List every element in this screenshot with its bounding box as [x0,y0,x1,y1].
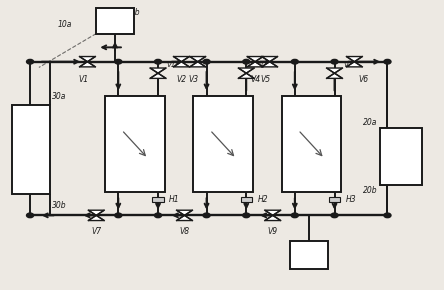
Bar [105,96,165,192]
Text: V12: V12 [343,61,357,68]
Polygon shape [247,57,263,62]
Text: 200: 200 [211,138,235,151]
Bar [152,197,164,202]
Circle shape [27,59,34,64]
Text: V1: V1 [78,75,88,84]
Text: V9: V9 [268,227,278,236]
Text: V8: V8 [179,227,190,236]
Polygon shape [79,57,95,62]
Polygon shape [346,62,362,67]
Polygon shape [190,62,206,67]
Text: V3: V3 [188,75,198,84]
Text: V6: V6 [359,75,369,84]
Text: 300: 300 [299,138,323,151]
Circle shape [291,59,298,64]
Polygon shape [150,68,166,73]
Bar [96,8,134,34]
Text: 20a: 20a [363,117,378,126]
Circle shape [331,59,338,64]
Circle shape [27,213,34,218]
Polygon shape [238,73,254,78]
Polygon shape [238,68,254,73]
Circle shape [203,213,210,218]
Bar [12,105,50,194]
Polygon shape [79,62,95,67]
Polygon shape [177,210,192,215]
Circle shape [203,59,210,64]
Polygon shape [327,68,342,73]
Polygon shape [174,57,189,62]
Text: 10a: 10a [58,20,72,30]
Text: V2: V2 [176,75,186,84]
Polygon shape [262,62,278,67]
Bar [380,128,422,185]
Text: 30b: 30b [52,201,67,210]
Text: V5: V5 [260,75,270,84]
Bar [290,241,328,269]
Text: V10: V10 [167,61,181,68]
Text: H1: H1 [169,195,180,204]
Circle shape [115,59,122,64]
Bar [281,96,341,192]
Circle shape [331,213,338,218]
Circle shape [155,213,162,218]
Circle shape [291,213,298,218]
Polygon shape [190,57,206,62]
Bar [193,96,253,192]
Circle shape [384,59,391,64]
Polygon shape [177,215,192,220]
Bar [329,197,340,202]
Text: H3: H3 [345,195,356,204]
Text: V7: V7 [91,227,101,236]
Text: 21: 21 [302,250,316,260]
Text: 10b: 10b [126,8,141,17]
Polygon shape [265,215,281,220]
Circle shape [155,59,162,64]
Text: 30: 30 [23,143,39,156]
Circle shape [243,59,250,64]
Polygon shape [262,57,278,62]
Polygon shape [150,73,166,78]
Text: H2: H2 [257,195,268,204]
Polygon shape [346,57,362,62]
Text: 100: 100 [123,138,147,151]
Text: 20: 20 [393,150,409,163]
Text: 10: 10 [107,14,123,27]
Bar [241,197,252,202]
Circle shape [115,213,122,218]
Text: 20b: 20b [363,186,378,195]
Circle shape [243,213,250,218]
Polygon shape [247,62,263,67]
Polygon shape [88,215,104,220]
Text: V11: V11 [255,61,269,68]
Circle shape [384,213,391,218]
Polygon shape [327,73,342,78]
Polygon shape [88,210,104,215]
Text: 30a: 30a [52,92,67,101]
Text: V4: V4 [250,75,260,84]
Polygon shape [174,62,189,67]
Polygon shape [265,210,281,215]
